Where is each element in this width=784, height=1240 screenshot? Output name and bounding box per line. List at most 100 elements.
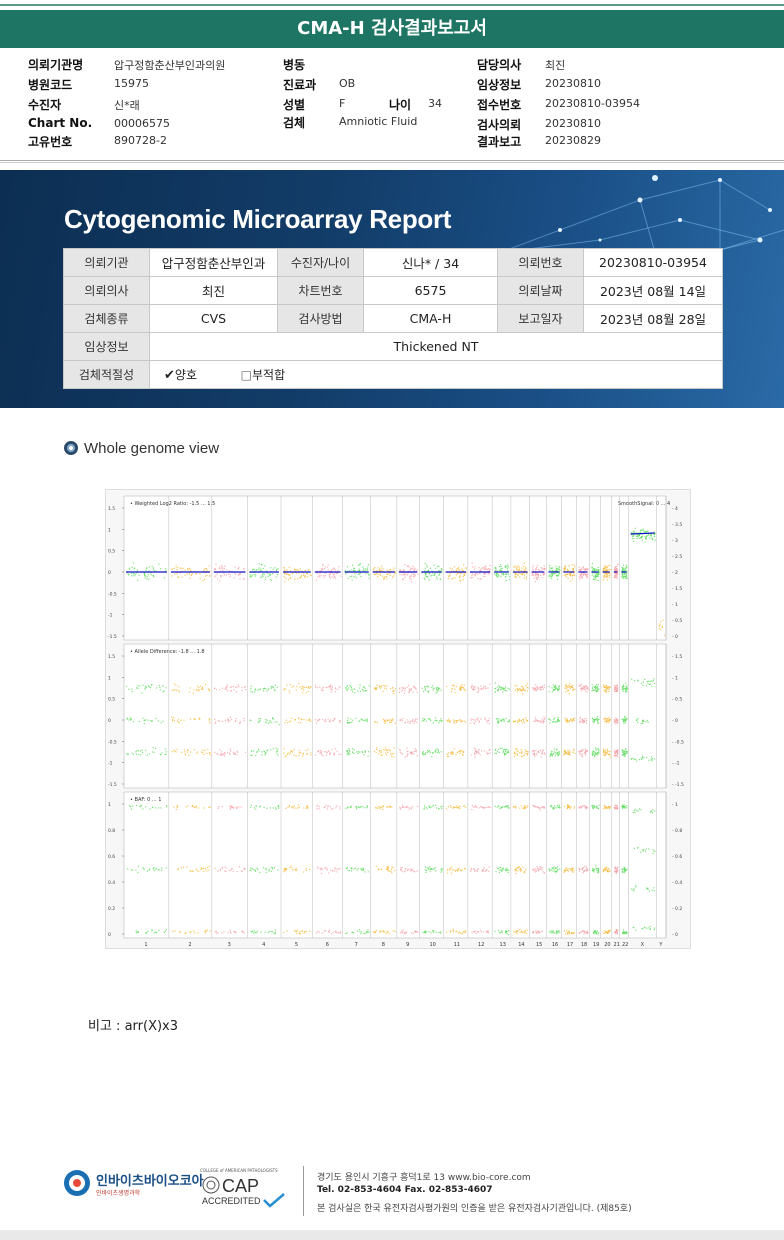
allele-diff-point xyxy=(354,692,356,694)
allele-diff-point xyxy=(514,720,516,722)
allele-diff-point xyxy=(224,688,226,691)
baf-point xyxy=(607,868,609,870)
log2-point xyxy=(616,573,618,575)
baf-point xyxy=(553,868,555,870)
baf-point xyxy=(586,931,588,933)
allele-diff-point xyxy=(551,691,553,693)
allele-diff-point xyxy=(314,754,317,756)
log2-point xyxy=(484,575,486,578)
log2-point xyxy=(585,573,587,575)
allele-diff-point xyxy=(308,719,310,722)
log2-point xyxy=(604,566,606,568)
allele-diff-point xyxy=(406,747,408,749)
baf-point xyxy=(543,805,545,808)
baf-point xyxy=(327,805,330,807)
genome-chart: • Weighted Log2 Ratio: -1.5 ... 1.5 Smoot… xyxy=(105,489,691,949)
allele-diff-point xyxy=(452,719,455,721)
log2-point xyxy=(450,570,452,572)
baf-point xyxy=(593,930,595,932)
allele-diff-point xyxy=(407,721,409,723)
allele-diff-point xyxy=(432,689,434,691)
log2-point xyxy=(329,574,331,576)
baf-point xyxy=(334,870,336,872)
allele-diff-point xyxy=(641,722,644,725)
allele-diff-point xyxy=(555,687,557,689)
baf-point xyxy=(582,867,584,869)
log2-point xyxy=(622,568,624,570)
log2-point xyxy=(582,568,584,570)
log2-point xyxy=(480,577,482,580)
baf-point xyxy=(654,927,656,929)
log2-point xyxy=(647,530,649,532)
allele-diff-point xyxy=(543,720,545,723)
baf-point xyxy=(570,870,573,872)
log2-point xyxy=(637,536,639,538)
allele-diff-point xyxy=(548,718,550,720)
log2-point xyxy=(410,578,412,581)
allele-diff-point xyxy=(137,685,139,687)
baf-point xyxy=(555,932,558,935)
cell-value: 20230810-03954 xyxy=(583,248,723,277)
allele-diff-point xyxy=(535,754,537,756)
log2-point xyxy=(328,574,330,576)
log2-point xyxy=(458,566,460,568)
baf-point xyxy=(550,869,552,871)
baf-point xyxy=(177,868,179,870)
log2-point xyxy=(375,570,377,572)
allele-diff-point xyxy=(298,754,300,757)
allele-diff-point xyxy=(207,688,210,690)
baf-point xyxy=(345,807,347,809)
baf-point xyxy=(597,933,599,935)
log2-point xyxy=(514,565,516,567)
baf-point xyxy=(364,933,366,935)
log2-point xyxy=(640,537,643,539)
allele-diff-point xyxy=(401,690,403,692)
allele-diff-point xyxy=(615,722,617,724)
allele-diff-point xyxy=(386,685,388,687)
allele-diff-point xyxy=(308,687,311,689)
log2-point xyxy=(234,566,236,568)
log2-point xyxy=(638,533,640,535)
baf-point xyxy=(596,807,598,809)
baf-point xyxy=(360,867,362,870)
baf-point xyxy=(580,931,582,933)
log2-point xyxy=(146,575,148,578)
allele-diff-point xyxy=(261,751,263,753)
allele-diff-point xyxy=(173,689,175,691)
allele-diff-point xyxy=(555,721,557,723)
baf-point xyxy=(408,808,410,810)
baf-point xyxy=(455,931,457,933)
allele-diff-point xyxy=(384,747,387,749)
allele-diff-point xyxy=(431,685,434,687)
baf-point xyxy=(165,867,167,869)
baf-point xyxy=(586,930,589,932)
y-tick-label-right: - 1.5 xyxy=(672,586,682,592)
baf-point xyxy=(356,808,358,810)
baf-point xyxy=(483,807,485,809)
baf-point xyxy=(179,931,182,933)
allele-diff-point xyxy=(581,721,583,724)
allele-diff-point xyxy=(333,753,335,755)
allele-diff-point xyxy=(505,717,507,720)
inadequate-checkbox[interactable]: □ xyxy=(240,368,252,382)
allele-diff-point xyxy=(568,752,570,754)
log2-point xyxy=(357,564,360,566)
log2-point xyxy=(633,537,635,539)
allele-diff-point xyxy=(540,689,542,691)
allele-diff-point xyxy=(283,752,285,754)
log2-point xyxy=(284,569,286,572)
log2-point xyxy=(653,533,655,535)
log2-point xyxy=(208,565,210,567)
allele-diff-point xyxy=(608,717,610,719)
log2-point xyxy=(614,569,616,572)
baf-point xyxy=(568,930,570,933)
baf-point xyxy=(609,806,611,809)
allele-diff-point xyxy=(594,720,596,722)
adequate-checkbox[interactable]: ✔ xyxy=(164,368,175,383)
cell-value: 2023년 08월 14일 xyxy=(583,276,723,305)
log2-point xyxy=(283,566,285,569)
baf-point xyxy=(361,805,363,808)
log2-point xyxy=(581,572,584,574)
allele-diff-point xyxy=(432,752,434,754)
allele-diff-point xyxy=(565,721,568,723)
